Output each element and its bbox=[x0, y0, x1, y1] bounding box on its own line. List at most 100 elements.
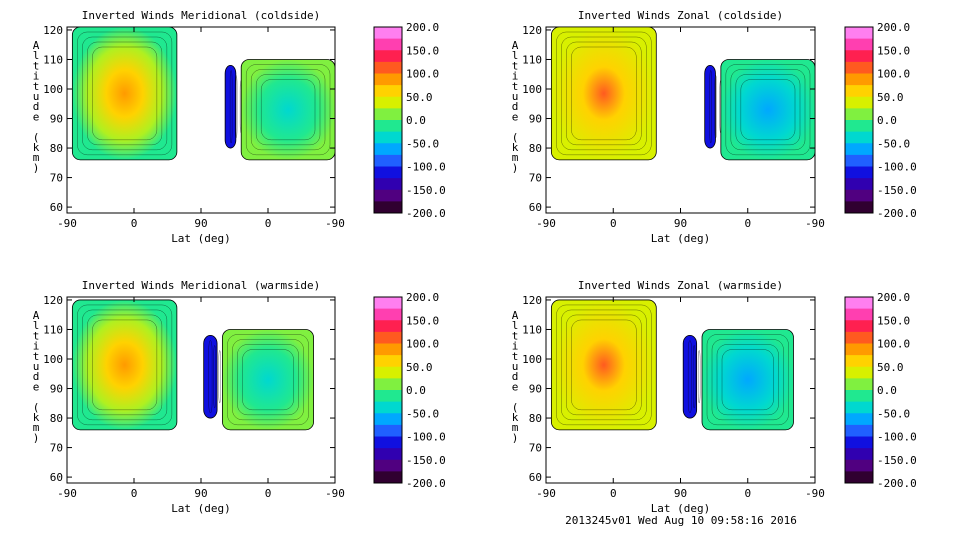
colorbar-swatch bbox=[374, 413, 402, 426]
colorbar-label: 200.0 bbox=[877, 291, 910, 304]
colorbar-swatch bbox=[374, 201, 402, 214]
y-tick-label: 80 bbox=[529, 142, 542, 155]
x-tick-label: 0 bbox=[744, 487, 751, 500]
footer-timestamp: 2013245v01 Wed Aug 10 09:58:16 2016 bbox=[565, 514, 797, 527]
y-tick-label: 90 bbox=[50, 113, 63, 126]
colorbar-swatch bbox=[374, 459, 402, 472]
contour-line bbox=[566, 314, 642, 416]
colorbar-swatch bbox=[374, 73, 402, 86]
colorbar-swatch bbox=[374, 108, 402, 121]
y-tick-label: 90 bbox=[529, 383, 542, 396]
y-tick-label: 120 bbox=[43, 24, 63, 37]
contour-band-center bbox=[704, 64, 716, 149]
x-tick-label: 0 bbox=[610, 487, 617, 500]
y-axis-label-char: t bbox=[512, 59, 519, 72]
x-tick-label: 0 bbox=[265, 217, 272, 230]
colorbar-label: 150.0 bbox=[877, 314, 910, 327]
contour-region-right bbox=[222, 329, 314, 431]
y-axis-label-char: m bbox=[33, 151, 40, 164]
y-axis-label-char: d bbox=[33, 370, 40, 383]
x-axis-label: Lat (deg) bbox=[651, 232, 711, 245]
y-tick-label: 100 bbox=[522, 353, 542, 366]
x-tick-label: -90 bbox=[57, 487, 77, 500]
colorbar-swatch bbox=[374, 38, 402, 51]
contour-line bbox=[260, 79, 316, 141]
panel-1: Inverted Winds Meridional (coldside) -90 0… bbox=[33, 9, 446, 245]
colorbar-label: -200.0 bbox=[406, 477, 446, 490]
y-axis-label-char: m bbox=[512, 421, 519, 434]
contour-line bbox=[571, 319, 637, 411]
x-tick-label: -90 bbox=[536, 487, 556, 500]
colorbar-label: 50.0 bbox=[877, 361, 904, 374]
colorbar-swatch bbox=[845, 131, 873, 144]
y-axis-label-char: ( bbox=[33, 401, 40, 414]
colorbar-label: -100.0 bbox=[877, 431, 917, 444]
y-axis-label-char: l bbox=[33, 49, 40, 62]
colorbar-swatch bbox=[374, 143, 402, 156]
contour-line bbox=[692, 345, 696, 409]
contour-region-left bbox=[71, 26, 178, 161]
y-axis-label-char: d bbox=[512, 100, 519, 113]
colorbar-swatch bbox=[374, 448, 402, 461]
colorbar-swatch bbox=[845, 308, 873, 321]
panel-4: Inverted Winds Zonal (warmside) -90 0 90 0 -9… bbox=[512, 279, 917, 515]
contour-line bbox=[687, 340, 692, 414]
x-tick-label: 90 bbox=[674, 487, 687, 500]
x-tick-label: 90 bbox=[674, 217, 687, 230]
y-axis-label-char: m bbox=[512, 151, 519, 164]
colorbar-label: 150.0 bbox=[406, 314, 439, 327]
colorbar-label: 200.0 bbox=[406, 291, 439, 304]
colorbar-swatch bbox=[374, 331, 402, 344]
colorbar-swatch bbox=[374, 189, 402, 202]
x-tick-label: -90 bbox=[805, 487, 825, 500]
y-axis-label-char: m bbox=[33, 421, 40, 434]
colorbar-swatch bbox=[845, 50, 873, 63]
x-tick-label: 0 bbox=[265, 487, 272, 500]
contour-line bbox=[716, 344, 779, 416]
x-tick-label: 0 bbox=[744, 217, 751, 230]
panel-3: Inverted Winds Meridional (warmside) -90 0… bbox=[33, 279, 446, 515]
x-axis-label: Lat (deg) bbox=[171, 232, 231, 245]
chart-title: Inverted Winds Meridional (coldside) bbox=[82, 9, 320, 22]
y-tick-label: 70 bbox=[50, 442, 63, 455]
contour-line bbox=[566, 41, 642, 146]
contour-line bbox=[218, 350, 221, 404]
colorbar-label: -200.0 bbox=[877, 477, 917, 490]
x-tick-label: -90 bbox=[57, 217, 77, 230]
y-axis-label-char: u bbox=[33, 360, 40, 373]
colorbar-swatch bbox=[845, 436, 873, 449]
y-tick-label: 110 bbox=[522, 323, 542, 336]
colorbar-swatch bbox=[374, 166, 402, 179]
y-tick-label: 100 bbox=[43, 353, 63, 366]
colorbar-swatch bbox=[845, 73, 873, 86]
y-tick-label: 70 bbox=[529, 442, 542, 455]
contour-line bbox=[721, 349, 774, 411]
y-axis-label-char: d bbox=[512, 370, 519, 383]
colorbar-swatch bbox=[845, 85, 873, 98]
colorbar-label: -50.0 bbox=[406, 407, 439, 420]
contour-line bbox=[571, 46, 637, 141]
colorbar-swatch bbox=[374, 355, 402, 368]
colorbar-swatch bbox=[845, 448, 873, 461]
colorbar-swatch bbox=[845, 366, 873, 379]
colorbar-label: -200.0 bbox=[877, 207, 917, 220]
y-axis-label-char: i bbox=[512, 70, 519, 83]
y-tick-label: 60 bbox=[529, 201, 542, 214]
contour-line bbox=[255, 74, 321, 146]
colorbar-label: 50.0 bbox=[406, 91, 433, 104]
colorbar-swatch bbox=[845, 108, 873, 121]
y-tick-label: 100 bbox=[522, 83, 542, 96]
colorbar-swatch bbox=[845, 178, 873, 191]
y-tick-label: 110 bbox=[43, 53, 63, 66]
colorbar-label: -100.0 bbox=[406, 431, 446, 444]
x-axis-label: Lat (deg) bbox=[171, 502, 231, 515]
contour-line bbox=[87, 41, 163, 146]
colorbar-swatch bbox=[374, 154, 402, 167]
chart-title: Inverted Winds Meridional (warmside) bbox=[82, 279, 320, 292]
colorbar-label: 200.0 bbox=[406, 21, 439, 34]
colorbar-swatch bbox=[845, 471, 873, 484]
colorbar-swatch bbox=[374, 85, 402, 98]
